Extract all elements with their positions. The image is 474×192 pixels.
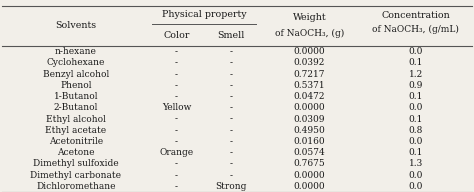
Text: -: -: [229, 103, 233, 112]
Text: Smell: Smell: [218, 31, 245, 40]
Text: Weight: Weight: [292, 13, 326, 22]
Text: 0.0: 0.0: [409, 137, 423, 146]
Text: Orange: Orange: [160, 148, 193, 157]
Text: -: -: [175, 92, 178, 101]
Text: -: -: [229, 81, 233, 90]
Text: 0.0309: 0.0309: [293, 115, 325, 123]
Text: Color: Color: [164, 31, 190, 40]
Text: Ethyl alcohol: Ethyl alcohol: [46, 115, 106, 123]
Text: -: -: [229, 148, 233, 157]
Text: 0.0392: 0.0392: [293, 58, 325, 67]
Text: of NaOCH₃, (g): of NaOCH₃, (g): [274, 29, 344, 38]
Text: -: -: [175, 70, 178, 79]
Text: 0.7217: 0.7217: [293, 70, 325, 79]
Text: n-hexane: n-hexane: [55, 47, 97, 56]
Text: -: -: [229, 58, 233, 67]
Text: 0.5371: 0.5371: [293, 81, 325, 90]
Text: Dimethyl sulfoxide: Dimethyl sulfoxide: [33, 159, 118, 168]
Text: 0.0574: 0.0574: [293, 148, 325, 157]
Text: Solvents: Solvents: [55, 22, 96, 30]
Text: -: -: [175, 115, 178, 123]
Text: -: -: [175, 159, 178, 168]
Text: 0.1: 0.1: [409, 92, 423, 101]
Text: Concentration: Concentration: [382, 11, 450, 20]
Text: 0.0000: 0.0000: [293, 103, 325, 112]
Text: -: -: [229, 92, 233, 101]
Text: -: -: [175, 81, 178, 90]
Text: -: -: [229, 159, 233, 168]
Text: -: -: [229, 115, 233, 123]
Text: 1.2: 1.2: [409, 70, 423, 79]
Text: -: -: [229, 47, 233, 56]
Text: 0.0: 0.0: [409, 103, 423, 112]
Text: -: -: [229, 171, 233, 180]
Text: Strong: Strong: [215, 182, 247, 191]
Text: Dimethyl carbonate: Dimethyl carbonate: [30, 171, 121, 180]
Text: -: -: [175, 171, 178, 180]
Text: 0.0: 0.0: [409, 182, 423, 191]
Text: 0.0472: 0.0472: [293, 92, 325, 101]
Text: -: -: [229, 137, 233, 146]
Text: Ethyl acetate: Ethyl acetate: [46, 126, 106, 135]
Text: 0.1: 0.1: [409, 58, 423, 67]
Text: Dichloromethane: Dichloromethane: [36, 182, 116, 191]
Text: Physical property: Physical property: [162, 10, 246, 19]
Text: 0.0000: 0.0000: [293, 47, 325, 56]
Text: -: -: [175, 182, 178, 191]
Text: 0.1: 0.1: [409, 148, 423, 157]
Text: -: -: [175, 47, 178, 56]
Text: 0.1: 0.1: [409, 115, 423, 123]
Text: 0.0: 0.0: [409, 47, 423, 56]
Text: Benzyl alcohol: Benzyl alcohol: [43, 70, 109, 79]
Text: -: -: [229, 126, 233, 135]
Text: 0.9: 0.9: [409, 81, 423, 90]
Text: -: -: [175, 58, 178, 67]
Text: Acetone: Acetone: [57, 148, 95, 157]
Text: 0.0: 0.0: [409, 171, 423, 180]
Text: 0.8: 0.8: [409, 126, 423, 135]
Text: -: -: [175, 126, 178, 135]
Text: 0.4950: 0.4950: [293, 126, 325, 135]
Text: 1-Butanol: 1-Butanol: [54, 92, 98, 101]
Text: 0.0000: 0.0000: [293, 182, 325, 191]
Text: -: -: [229, 70, 233, 79]
Text: 1.3: 1.3: [409, 159, 423, 168]
Text: 0.0000: 0.0000: [293, 171, 325, 180]
Text: Cyclohexane: Cyclohexane: [46, 58, 105, 67]
Text: Acetonitrile: Acetonitrile: [49, 137, 103, 146]
Text: Yellow: Yellow: [162, 103, 191, 112]
Text: -: -: [175, 137, 178, 146]
Text: of NaOCH₃, (g/mL): of NaOCH₃, (g/mL): [373, 25, 459, 34]
Text: 0.0160: 0.0160: [293, 137, 325, 146]
Text: 0.7675: 0.7675: [293, 159, 325, 168]
Text: Phenol: Phenol: [60, 81, 91, 90]
Text: 2-Butanol: 2-Butanol: [54, 103, 98, 112]
